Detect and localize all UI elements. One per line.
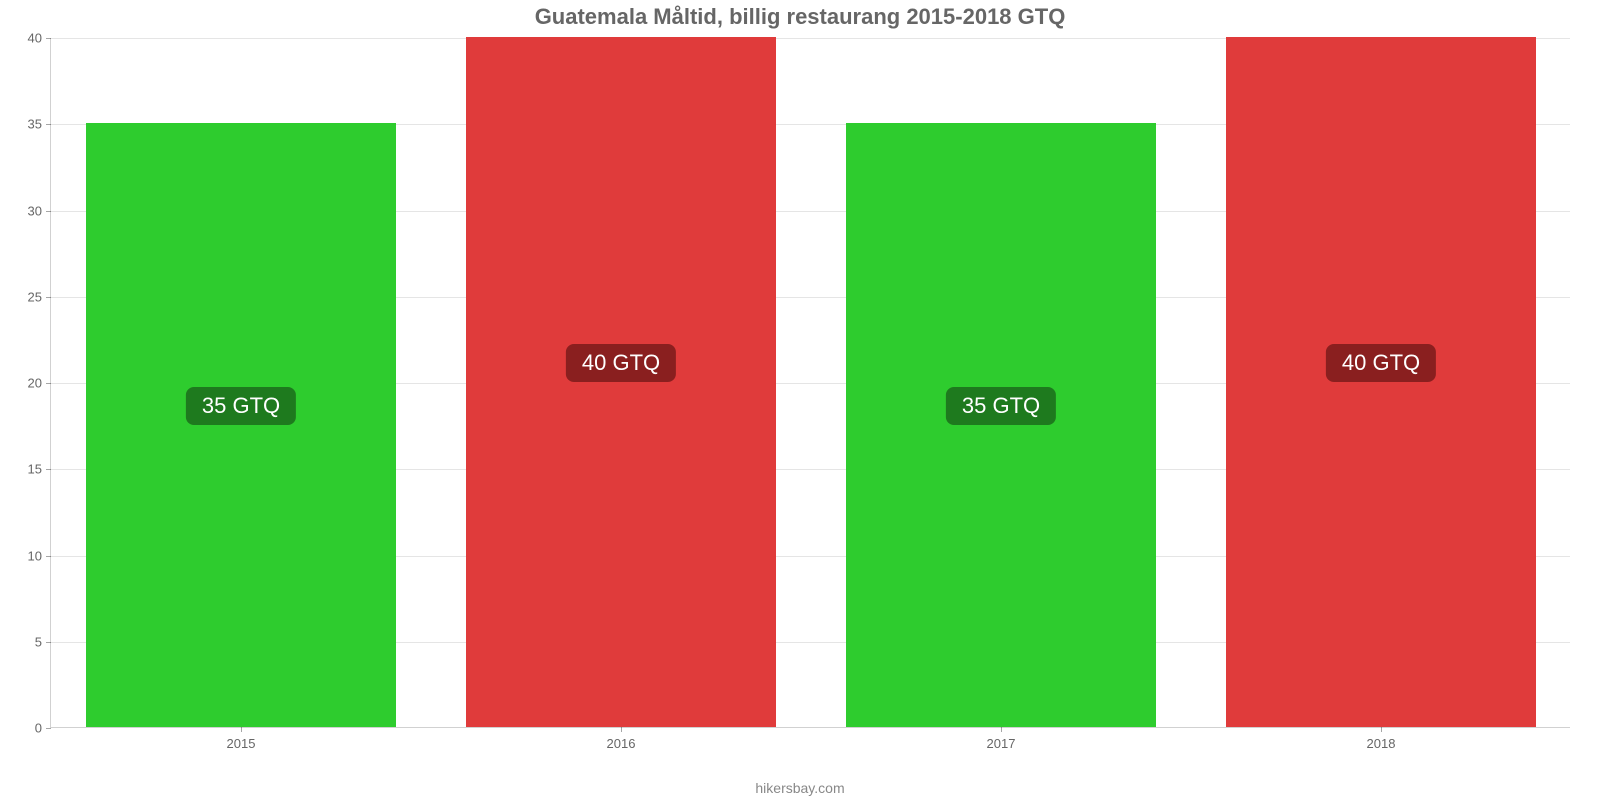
chart-container: Guatemala Måltid, billig restaurang 2015… bbox=[0, 0, 1600, 800]
xtick-label: 2015 bbox=[227, 736, 256, 751]
xtick-mark bbox=[241, 727, 242, 732]
ytick-label: 25 bbox=[6, 289, 42, 304]
xtick-label: 2017 bbox=[987, 736, 1016, 751]
ytick-mark bbox=[46, 211, 51, 212]
xtick-label: 2018 bbox=[1367, 736, 1396, 751]
ytick-label: 40 bbox=[6, 31, 42, 46]
xtick-mark bbox=[1001, 727, 1002, 732]
xtick-mark bbox=[1381, 727, 1382, 732]
xtick-label: 2016 bbox=[607, 736, 636, 751]
bar-value-badge: 40 GTQ bbox=[1326, 344, 1436, 382]
ytick-label: 15 bbox=[6, 462, 42, 477]
bar: 35 GTQ bbox=[846, 123, 1156, 727]
ytick-label: 20 bbox=[6, 376, 42, 391]
ytick-label: 0 bbox=[6, 721, 42, 736]
bar-value-badge: 35 GTQ bbox=[946, 387, 1056, 425]
ytick-mark bbox=[46, 124, 51, 125]
bar: 40 GTQ bbox=[466, 37, 776, 727]
ytick-label: 30 bbox=[6, 203, 42, 218]
ytick-mark bbox=[46, 728, 51, 729]
ytick-mark bbox=[46, 469, 51, 470]
ytick-label: 35 bbox=[6, 117, 42, 132]
bar-value-badge: 40 GTQ bbox=[566, 344, 676, 382]
plot-area: 35 GTQ201540 GTQ201635 GTQ201740 GTQ2018 bbox=[50, 38, 1570, 728]
ytick-mark bbox=[46, 642, 51, 643]
ytick-label: 5 bbox=[6, 634, 42, 649]
ytick-mark bbox=[46, 383, 51, 384]
ytick-mark bbox=[46, 297, 51, 298]
ytick-mark bbox=[46, 38, 51, 39]
xtick-mark bbox=[621, 727, 622, 732]
chart-footer: hikersbay.com bbox=[0, 780, 1600, 796]
bar: 40 GTQ bbox=[1226, 37, 1536, 727]
chart-title: Guatemala Måltid, billig restaurang 2015… bbox=[0, 4, 1600, 30]
ytick-label: 10 bbox=[6, 548, 42, 563]
ytick-mark bbox=[46, 556, 51, 557]
bar-value-badge: 35 GTQ bbox=[186, 387, 296, 425]
bar: 35 GTQ bbox=[86, 123, 396, 727]
